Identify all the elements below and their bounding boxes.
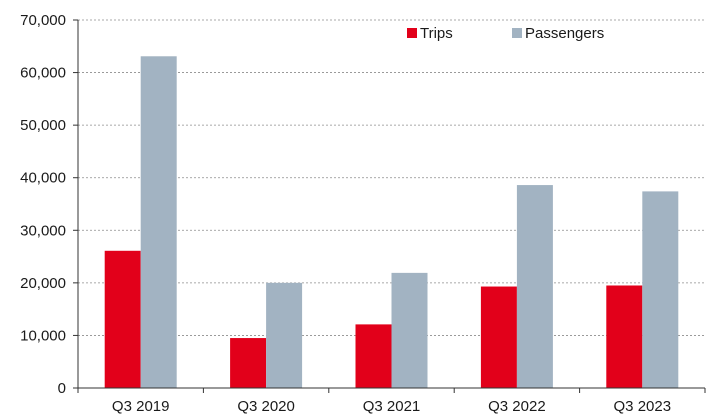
- bar-trips-q3-2020: [230, 338, 267, 388]
- legend-label-trips: Trips: [420, 25, 453, 42]
- x-tick-label: Q3 2020: [237, 398, 295, 415]
- y-tick-label: 40,000: [20, 170, 66, 187]
- x-axis-tick-labels: Q3 2019 Q3 2020 Q3 2021 Q3 2022 Q3 2023: [112, 398, 671, 415]
- y-tick-label: 70,000: [20, 12, 66, 29]
- legend-swatch-passengers: [512, 28, 522, 38]
- y-tick-label: 0: [58, 380, 66, 397]
- legend: Trips Passengers: [407, 25, 604, 42]
- bar-trips-q3-2019: [104, 250, 141, 388]
- y-tick-label: 20,000: [20, 275, 66, 292]
- bar-passengers-q3-2023: [642, 191, 679, 388]
- bar-passengers-q3-2021: [391, 272, 428, 388]
- bar-passengers-q3-2020: [266, 282, 303, 388]
- bar-trips-q3-2022: [480, 286, 517, 388]
- y-tick-label: 30,000: [20, 222, 66, 239]
- legend-label-passengers: Passengers: [525, 25, 604, 42]
- y-axis-tick-labels: 0 10,000 20,000 30,000 40,000 50,000 60,000 70,…: [20, 12, 66, 397]
- y-tick-label: 10,000: [20, 327, 66, 344]
- x-tick-label: Q3 2022: [488, 398, 546, 415]
- x-tick-label: Q3 2023: [614, 398, 672, 415]
- bar-trips-q3-2021: [355, 324, 392, 388]
- bars: [104, 56, 679, 388]
- legend-swatch-trips: [407, 28, 417, 38]
- bar-passengers-q3-2019: [140, 56, 177, 388]
- y-tick-label: 60,000: [20, 65, 66, 82]
- y-tick-label: 50,000: [20, 117, 66, 134]
- axes: [73, 19, 706, 393]
- x-tick-label: Q3 2019: [112, 398, 170, 415]
- x-tick-label: Q3 2021: [363, 398, 421, 415]
- bar-trips-q3-2023: [606, 285, 643, 388]
- bar-passengers-q3-2022: [516, 185, 553, 388]
